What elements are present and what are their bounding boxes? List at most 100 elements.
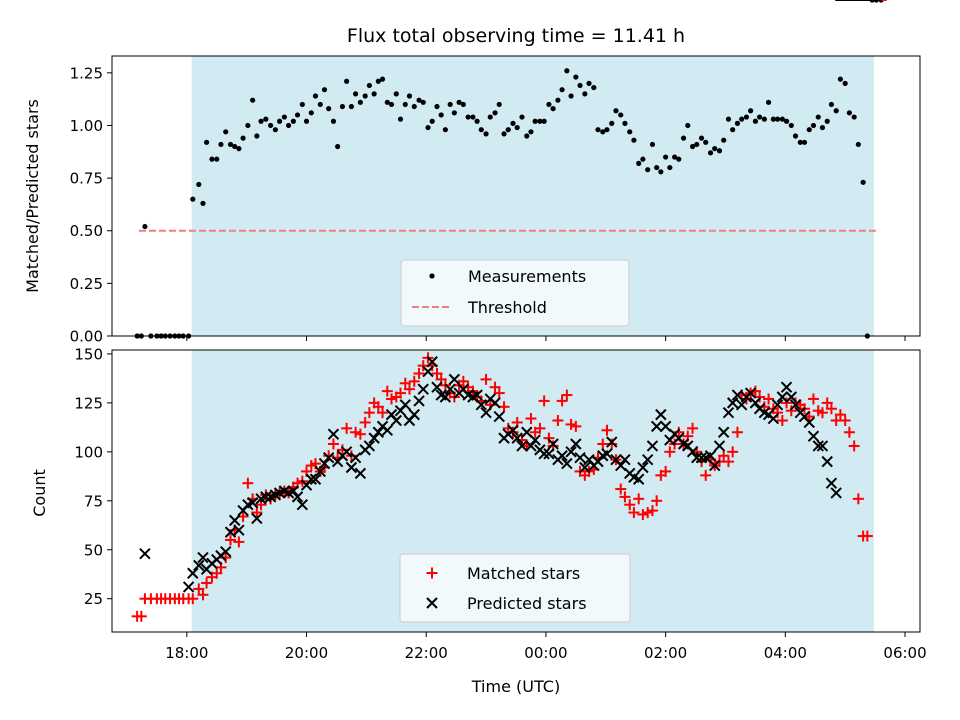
measurement-point xyxy=(285,122,292,129)
measurement-point xyxy=(200,200,206,206)
predicted-star-point xyxy=(422,365,434,378)
matched-star-point xyxy=(718,450,730,462)
measurement-point xyxy=(654,164,660,171)
measurement-point xyxy=(294,112,301,118)
measurement-point xyxy=(586,80,592,86)
measurement-point xyxy=(752,118,759,124)
measurement-point xyxy=(685,122,691,129)
predicted-star-point xyxy=(431,381,443,393)
measurement-point xyxy=(721,137,727,143)
predicted-star-point xyxy=(771,399,784,411)
y-tick-label: 1.00 xyxy=(70,117,103,135)
predicted-star-point xyxy=(381,424,394,436)
measurement-point xyxy=(761,116,767,122)
matched-star-point xyxy=(852,493,864,505)
predicted-star-point xyxy=(615,459,627,472)
measurement-point xyxy=(774,116,781,122)
matched-star-point xyxy=(776,415,788,426)
measurement-point xyxy=(447,101,453,108)
matched-star-point xyxy=(354,428,366,440)
measurement-point xyxy=(636,160,642,166)
x-tick-label: 22:00 xyxy=(405,644,448,662)
predicted-star-point xyxy=(417,383,429,395)
measurement-point xyxy=(218,141,224,148)
x-tick-label: 02:00 xyxy=(644,644,687,662)
predicted-star-point xyxy=(475,399,487,411)
measurement-point xyxy=(703,139,709,145)
measurement-point xyxy=(613,108,619,114)
predicted-star-point xyxy=(489,397,501,409)
predicted-star-point xyxy=(228,514,241,527)
matched-star-point xyxy=(538,395,550,407)
measurement-point xyxy=(250,97,256,103)
measurement-point xyxy=(272,127,278,133)
predicted-star-point xyxy=(704,450,717,462)
predicted-star-point xyxy=(713,440,726,452)
matched-star-point xyxy=(565,418,577,430)
y-tick-label: 0.75 xyxy=(70,170,103,188)
measurement-point xyxy=(290,118,296,124)
predicted-star-point xyxy=(816,440,829,452)
measurement-point xyxy=(196,181,202,188)
measurement-point xyxy=(429,118,435,124)
measurement-point xyxy=(810,122,817,129)
x-tick-label: 20:00 xyxy=(285,644,328,662)
matched-star-point xyxy=(561,389,573,401)
predicted-star-point xyxy=(187,567,199,579)
measurement-point xyxy=(550,106,556,112)
predicted-star-point xyxy=(776,391,789,403)
matched-star-point xyxy=(381,385,393,397)
count-panel: 25 50 75 100 125 150 18:00 20:00 22:00 00:00 02:0… xyxy=(30,0,927,696)
measurement-point xyxy=(357,99,363,105)
measurement-point xyxy=(631,137,637,143)
predicted-star-point xyxy=(439,391,452,403)
measurement-point xyxy=(236,146,242,152)
predicted-star-point xyxy=(363,440,376,452)
measurement-point xyxy=(190,196,196,202)
matched-star-point xyxy=(790,397,802,409)
measurement-point xyxy=(779,116,785,122)
matched-star-point xyxy=(722,456,734,468)
predicted-star-point xyxy=(619,453,631,466)
matched-star-point xyxy=(834,409,846,421)
matched-star-point xyxy=(660,465,672,477)
matched-star-point xyxy=(251,507,263,519)
predicted-star-point xyxy=(789,399,802,411)
predicted-star-point xyxy=(318,457,331,470)
measurement-point xyxy=(532,118,538,124)
measurement-point xyxy=(595,127,601,133)
matched-star-point xyxy=(187,593,199,605)
predicted-star-point xyxy=(340,446,353,458)
measurement-point xyxy=(689,143,696,150)
predicted-star-point xyxy=(507,424,519,436)
predicted-star-point xyxy=(606,436,618,448)
predicted-star-point xyxy=(646,440,659,452)
matched-star-point xyxy=(399,377,411,389)
measurement-point xyxy=(564,68,570,74)
measurement-point xyxy=(765,99,772,105)
predicted-star-point xyxy=(565,446,577,458)
measurement-point xyxy=(375,78,381,84)
x-tick-label: 18:00 xyxy=(165,644,208,662)
predicted-star-point xyxy=(291,491,304,503)
legend-measurements-marker xyxy=(429,273,435,279)
predicted-star-point xyxy=(556,450,568,462)
measurement-point xyxy=(698,135,705,141)
count-x-axis-label: Time (UTC) xyxy=(471,677,560,696)
measurement-point xyxy=(442,127,448,133)
measurement-point xyxy=(559,87,565,93)
measurement-point xyxy=(783,118,790,124)
predicted-star-point xyxy=(372,426,385,438)
predicted-star-point xyxy=(650,420,663,433)
predicted-star-point xyxy=(641,453,654,466)
measurement-point xyxy=(801,139,808,145)
measurement-point xyxy=(797,139,803,145)
measurement-point xyxy=(743,114,750,120)
measurement-point xyxy=(223,129,229,135)
measurement-point xyxy=(748,108,754,114)
measurement-point xyxy=(420,99,426,105)
predicted-star-point xyxy=(731,389,744,401)
measurement-point xyxy=(470,114,476,120)
predicted-star-point xyxy=(547,438,559,450)
predicted-star-point xyxy=(197,551,209,564)
